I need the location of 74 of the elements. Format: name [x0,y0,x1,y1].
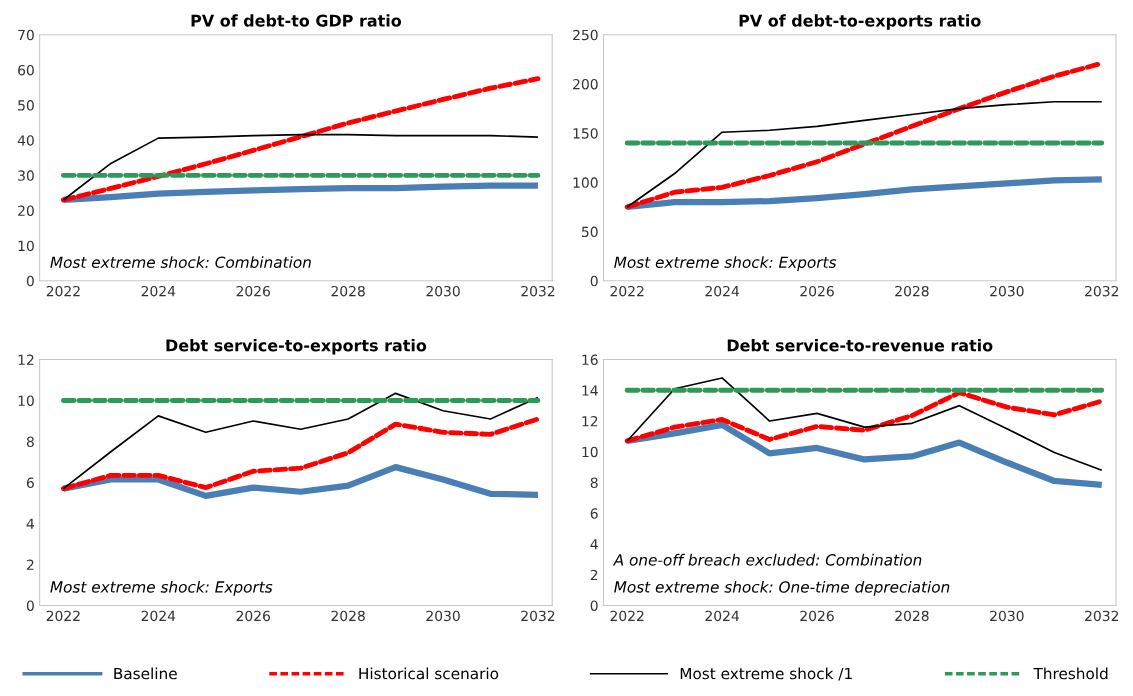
chart-title: Debt service-to-exports ratio [166,339,427,355]
x-tick-label: 2022 [46,285,80,297]
y-tick-label: 40 [17,135,34,146]
annotation: Most extreme shock: Exports [50,580,273,596]
y-tick-label: 100 [573,177,598,188]
legend-label: Most extreme shock /1 [680,667,852,681]
y-tick-label: 10 [18,240,34,252]
y-tick-label: 8 [590,477,598,488]
x-tick-label: 2024 [705,285,739,297]
x-tick-label: 2030 [990,610,1024,622]
x-tick-label: 2028 [331,285,365,297]
y-tick-label: 150 [573,128,598,139]
annotation: Most extreme shock: One-time depreciation [614,580,950,596]
line-series [60,76,541,203]
line-series [626,377,1103,472]
y-tick-label: 50 [581,226,598,238]
annotation: Most extreme shock: Exports [614,256,837,271]
y-tick-label: 12 [18,354,34,365]
y-tick-label: 50 [18,100,34,111]
x-tick-label: 2022 [610,610,644,622]
x-tick-label: 2028 [895,610,929,622]
line-series [626,100,1103,208]
x-tick-label: 2026 [800,610,834,622]
y-tick-label: 20 [18,205,34,216]
y-tick-label: 6 [590,508,598,519]
x-tick-label: 2032 [1085,610,1119,622]
x-tick-label: 2024 [141,285,176,297]
x-tick-label: 2022 [46,610,80,622]
y-tick-label: 0 [590,600,598,611]
y-tick-label: 30 [18,170,34,181]
x-tick-label: 2026 [236,610,271,622]
y-tick-label: 4 [26,518,35,529]
chart-title: PV of debt-to-exports ratio [739,14,981,30]
line-series [624,390,1105,444]
legend-label: Baseline [114,667,177,680]
x-tick-label: 2028 [895,285,929,297]
y-tick-label: 10 [18,395,34,406]
y-tick-label: 0 [26,275,34,287]
x-tick-label: 2026 [236,285,271,297]
y-tick-label: 8 [26,436,34,447]
line-series [60,416,541,492]
x-tick-label: 2030 [426,285,460,297]
y-tick-label: 250 [573,29,598,41]
x-tick-label: 2030 [426,610,460,622]
y-tick-label: 4 [590,539,598,550]
legend-label: Threshold [1033,667,1108,680]
y-tick-label: 2 [590,569,598,581]
y-tick-label: 60 [18,64,34,76]
chart-title: Debt service-to-revenue ratio [727,339,993,352]
y-tick-label: 0 [26,600,34,611]
x-tick-label: 2024 [705,610,739,622]
chart-title: PV of debt-to GDP ratio [191,14,402,27]
legend-label: Historical scenario [359,667,499,680]
y-tick-label: 16 [582,354,598,365]
y-tick-label: 200 [573,78,598,90]
x-tick-label: 2032 [521,610,555,622]
y-tick-label: 12 [582,415,598,427]
x-tick-label: 2030 [990,285,1024,297]
y-tick-label: 10 [582,446,598,458]
annotation: Most extreme shock: Combination [50,256,311,268]
x-tick-label: 2026 [800,285,834,297]
line-series [62,392,539,490]
x-tick-label: 2024 [141,610,176,622]
y-tick-label: 0 [590,275,598,287]
x-tick-label: 2028 [331,610,365,622]
y-tick-label: 2 [26,559,34,570]
y-tick-label: 14 [582,385,598,396]
x-tick-label: 2032 [1085,285,1119,297]
x-tick-label: 2032 [521,285,555,297]
annotation: A one-off breach excluded: Combination [612,553,922,566]
y-tick-label: 70 [18,29,34,41]
line-series [62,133,539,201]
y-tick-label: 6 [26,477,34,488]
x-tick-label: 2022 [610,285,644,297]
